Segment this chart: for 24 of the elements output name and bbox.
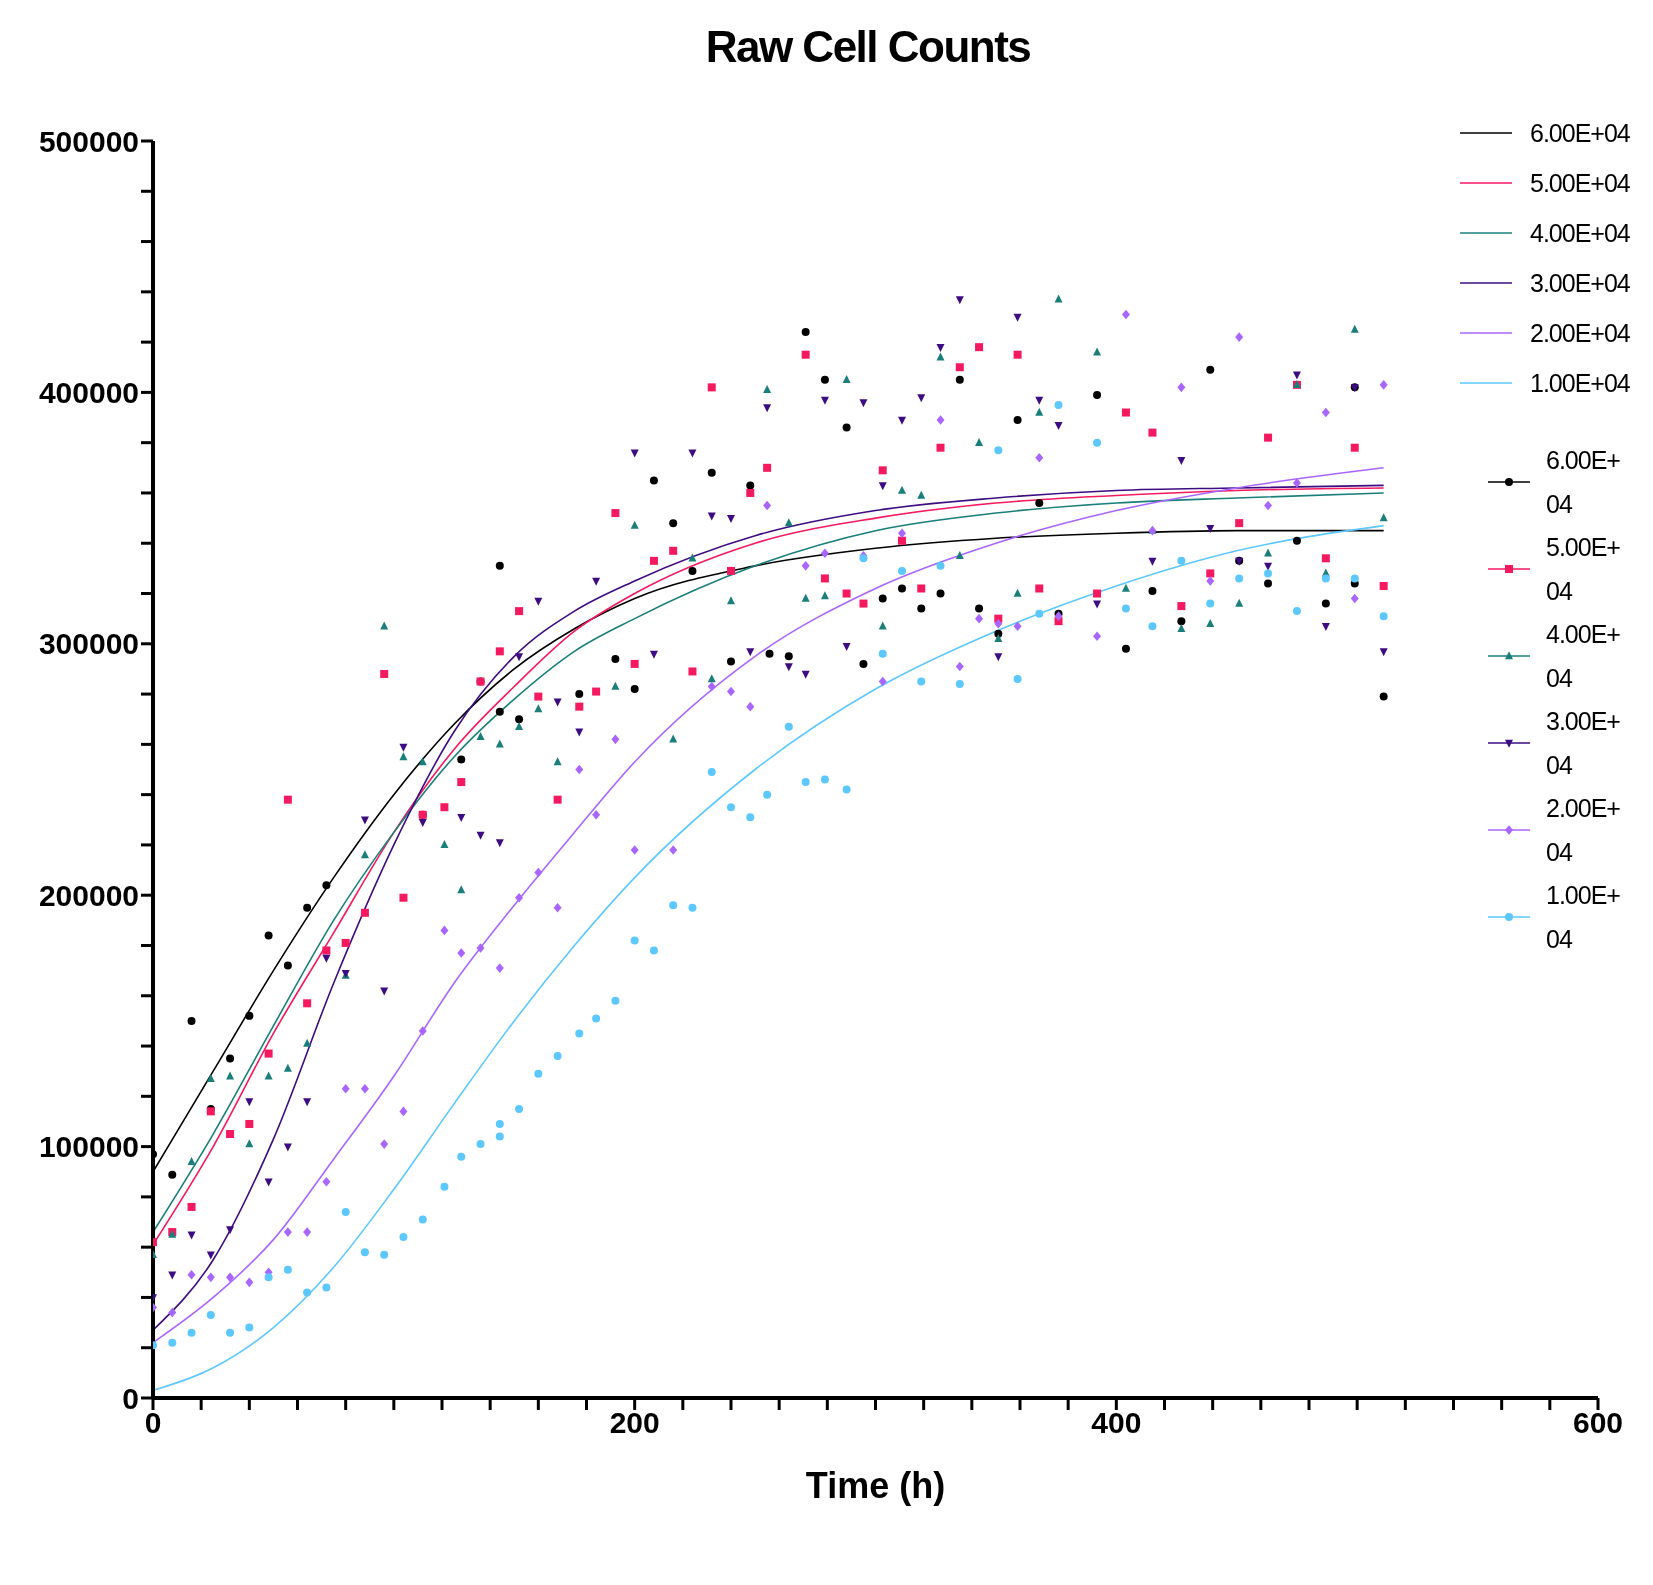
legend-label: 3.00E+04 bbox=[1530, 268, 1630, 298]
y-tick-label: 0 bbox=[122, 1381, 139, 1415]
legend-label: 5.00E+04 bbox=[1546, 531, 1621, 607]
legend-label: 1.00E+04 bbox=[1546, 879, 1621, 955]
x-tick-label: 200 bbox=[609, 1406, 660, 1440]
legend-label: 2.00E+04 bbox=[1530, 318, 1630, 348]
legend-label: 3.00E+04 bbox=[1546, 705, 1621, 781]
x-tick-label: 600 bbox=[1572, 1406, 1624, 1440]
legend-label: 1.00E+04 bbox=[1530, 368, 1630, 398]
x-axis-title: Time (h) bbox=[805, 1465, 946, 1506]
legend-label: 4.00E+04 bbox=[1546, 618, 1621, 694]
y-tick-label: 300000 bbox=[38, 627, 139, 661]
x-tick-label: 0 bbox=[144, 1406, 162, 1440]
y-tick-label: 200000 bbox=[38, 878, 139, 912]
legend-label: 6.00E+04 bbox=[1530, 118, 1630, 148]
y-tick-label: 100000 bbox=[38, 1130, 139, 1164]
legend-label: 2.00E+04 bbox=[1546, 792, 1621, 868]
chart-title: Raw Cell Counts bbox=[704, 22, 1032, 72]
legend-label: 5.00E+04 bbox=[1530, 168, 1630, 198]
legend-label: 6.00E+04 bbox=[1546, 444, 1621, 520]
y-tick-label: 400000 bbox=[38, 376, 139, 410]
y-tick-label: 500000 bbox=[38, 124, 139, 158]
x-tick-label: 400 bbox=[1091, 1406, 1142, 1440]
legend-label: 4.00E+04 bbox=[1530, 218, 1630, 248]
